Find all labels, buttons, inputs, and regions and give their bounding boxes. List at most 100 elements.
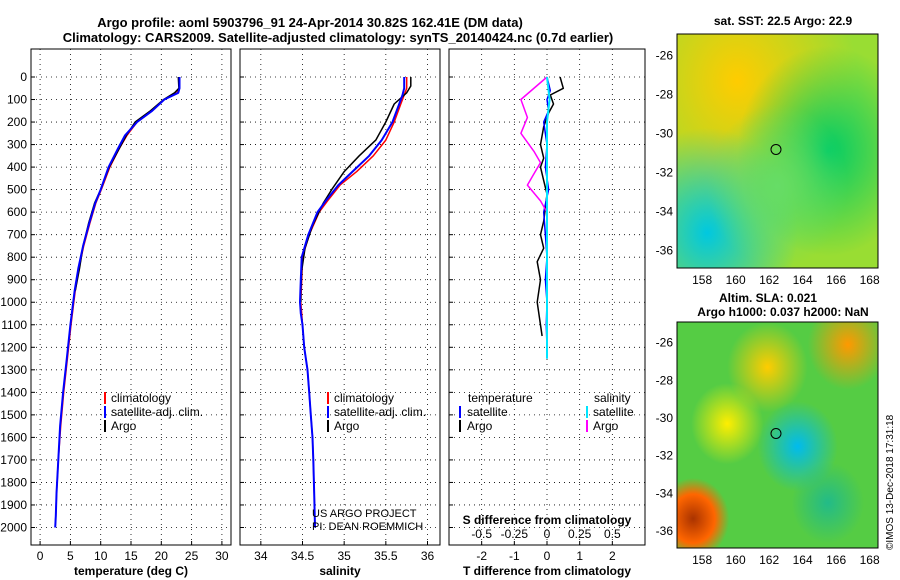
depth-tick-label: 100 (7, 93, 27, 107)
sla-map-x-tick-label: 164 (793, 553, 813, 567)
sla-teal-region (677, 322, 878, 548)
legend-satellite-label: satellite-adj. clim. (334, 405, 426, 419)
temperature-legend: climatology satellite-adj. clim. Argo (104, 391, 203, 433)
sst-map-y-tick-label: -34 (656, 204, 674, 218)
sst-map-x-tick-label: 158 (692, 273, 712, 287)
x-tick-label: 35.5 (374, 549, 398, 563)
sla-map-y-tick-label: -30 (656, 411, 674, 425)
legend-s-argo-label: Argo (593, 419, 619, 433)
depth-tick-label: 800 (7, 250, 27, 264)
sla-map-x-tick-label: 162 (759, 553, 779, 567)
legend-climatology-label: climatology (111, 391, 171, 405)
sst-map-x-tick-label: 168 (860, 273, 880, 287)
x-tick-label: 0 (544, 549, 551, 563)
title-line-1: Argo profile: aoml 5903796_91 24-Apr-201… (97, 15, 523, 30)
s-tick-label: 0 (544, 527, 551, 541)
legend-argo-label: Argo (334, 419, 360, 433)
sla-map-x-tick-label: 166 (826, 553, 846, 567)
salinity-panel-frame (239, 48, 441, 546)
sla-map-title-2: Argo h1000: 0.037 h2000: NaN (697, 305, 868, 319)
grid-layer (31, 49, 645, 545)
legend-t-argo-label: Argo (467, 419, 493, 433)
salinity-xlabel: salinity (319, 564, 361, 578)
sst-mid-region (677, 34, 878, 268)
pi-credit: PI: DEAN ROEMMICH (312, 521, 423, 533)
sla-map-x-tick-label: 160 (726, 553, 746, 567)
temperature-xlabel: temperature (deg C) (74, 564, 188, 578)
s-tick-label: 0.5 (604, 527, 621, 541)
sla-map-y-tick-label: -36 (656, 524, 674, 538)
sla-map-title-1: Altim. SLA: 0.021 (719, 291, 817, 305)
difference-legend-salinity: salinity satellite Argo (586, 391, 634, 433)
series-layer (54, 76, 565, 528)
x-tick-label: 30 (215, 549, 229, 563)
depth-tick-label: 500 (7, 183, 27, 197)
temperature-satellite-line (54, 77, 181, 528)
depth-tick-label: 1400 (0, 385, 27, 399)
difference-legend-temperature: temperature satellite Argo (459, 391, 533, 433)
difference-xlabel-top: S difference from climatology (463, 513, 632, 527)
depth-tick-label: 400 (7, 160, 27, 174)
temperature-panel-frame (30, 48, 232, 546)
depth-tick-label: 300 (7, 138, 27, 152)
legend-argo-label: Argo (111, 419, 137, 433)
x-tick-label: 35 (337, 549, 351, 563)
x-tick-label: -2 (476, 549, 487, 563)
sst-map-y-tick-label: -30 (656, 126, 674, 140)
s-tick-label: -0.5 (471, 527, 492, 541)
sst-map-title: sat. SST: 22.5 Argo: 22.9 (714, 14, 853, 28)
sst-map-x-tick-label: 160 (726, 273, 746, 287)
depth-tick-label: 600 (7, 205, 27, 219)
depth-tick-label: 1800 (0, 475, 27, 489)
salinity-satellite-line (299, 77, 406, 528)
sst-map-y-tick-label: -32 (656, 165, 674, 179)
depth-tick-label: 0 (20, 70, 27, 84)
sst-map-y-tick-label: -36 (656, 243, 674, 257)
sla-map-y-tick-label: -32 (656, 449, 674, 463)
x-tick-label: 1 (576, 549, 583, 563)
depth-tick-label: 1900 (0, 498, 27, 512)
sst-map-x-tick-label: 166 (826, 273, 846, 287)
depth-tick-label: 700 (7, 228, 27, 242)
x-tick-label: 34.5 (291, 549, 315, 563)
depth-tick-label: 1600 (0, 430, 27, 444)
x-tick-label: 2 (609, 549, 616, 563)
x-tick-label: 0 (37, 549, 44, 563)
legend-satellite-label: satellite-adj. clim. (111, 405, 203, 419)
sla-map-x-tick-label: 158 (692, 553, 712, 567)
difference-t-argo-line (536, 76, 565, 337)
imos-credit: ©IMOS 13-Dec-2018 17:31:18 (885, 414, 896, 550)
difference-s-argo-line (520, 76, 548, 213)
x-tick-label: 10 (94, 549, 108, 563)
depth-tick-label: 1000 (0, 295, 27, 309)
legend-t-satellite-label: satellite (467, 405, 508, 419)
depth-tick-label: 1300 (0, 363, 27, 377)
legend-s-satellite-label: satellite (593, 405, 634, 419)
sla-map-y-tick-label: -26 (656, 336, 674, 350)
legend-climatology-label: climatology (334, 391, 394, 405)
depth-tick-label: 900 (7, 273, 27, 287)
salinity-legend: climatology satellite-adj. clim. Argo (327, 391, 426, 433)
legend-salinity-header: salinity (594, 391, 631, 405)
legend-temperature-header: temperature (468, 391, 533, 405)
sst-map-y-tick-label: -26 (656, 48, 674, 62)
sst-map-x-tick-label: 162 (759, 273, 779, 287)
sst-map-y-tick-label: -28 (656, 87, 674, 101)
depth-tick-label: 1500 (0, 408, 27, 422)
sla-profile-marker (770, 427, 782, 439)
x-tick-label: 25 (185, 549, 199, 563)
difference-xlabel: T difference from climatology (463, 564, 631, 578)
depth-tick-label: 1700 (0, 453, 27, 467)
project-credit: US ARGO PROJECT (312, 508, 417, 520)
depth-tick-label: 2000 (0, 520, 27, 534)
axes-layer: 0100200300400500600700800900100011001200… (0, 34, 880, 567)
x-tick-label: 20 (155, 549, 169, 563)
sst-map-x-tick-label: 164 (793, 273, 813, 287)
depth-tick-label: 1100 (1, 318, 27, 332)
x-tick-label: 34 (254, 549, 268, 563)
sla-map-frame (676, 321, 879, 549)
sst-map (676, 33, 879, 269)
s-tick-label: 0.25 (568, 527, 592, 541)
sla-map (676, 321, 879, 549)
